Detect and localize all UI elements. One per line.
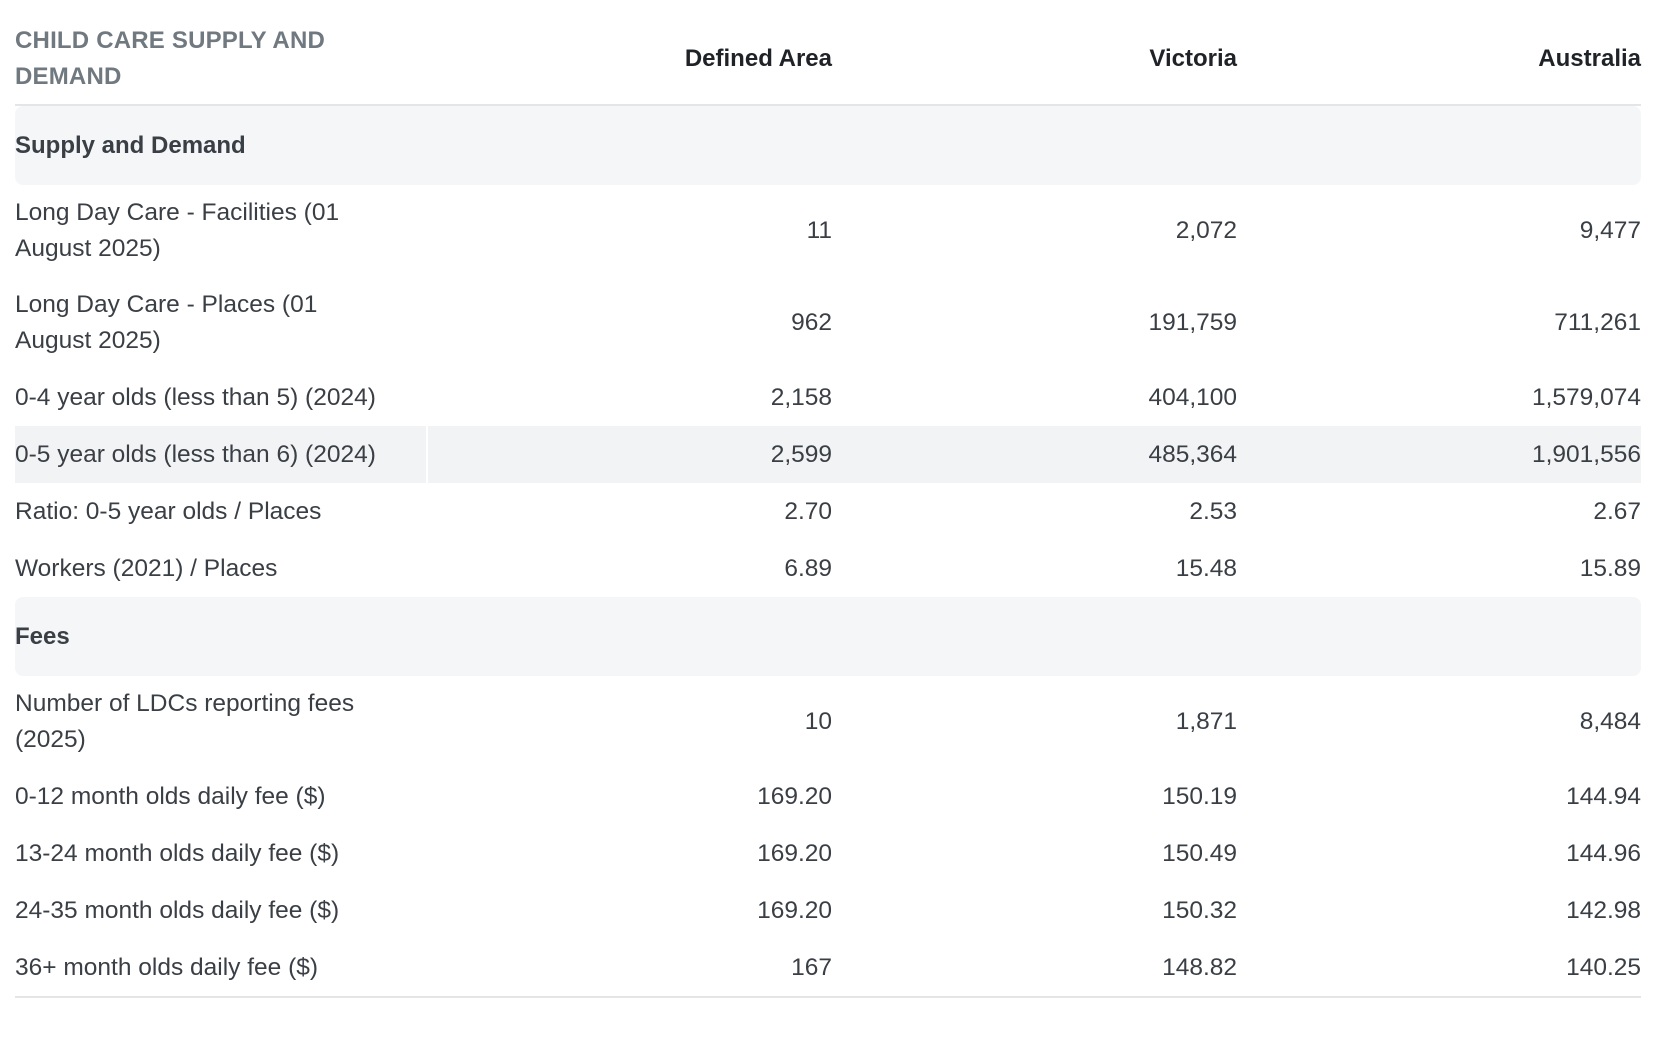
table-header-row: CHILD CARE SUPPLY AND DEMAND Defined Are…	[15, 14, 1641, 106]
table-row: 24-35 month olds daily fee ($) 169.20 15…	[15, 882, 1641, 939]
table-row: 36+ month olds daily fee ($) 167 148.82 …	[15, 939, 1641, 996]
section-header-supply-demand: Supply and Demand	[15, 105, 1641, 185]
cell-australia: 144.96	[1566, 839, 1641, 867]
table-row-hovered: 0-5 year olds (less than 6) (2024) 2,599…	[15, 426, 1641, 483]
row-label: 36+ month olds daily fee ($)	[15, 953, 319, 981]
cell-australia: 2.67	[1593, 497, 1641, 525]
cell-defined-area: 2.70	[784, 497, 832, 525]
cell-australia: 1,579,074	[1532, 383, 1641, 411]
cell-defined-area: 169.20	[757, 839, 832, 867]
cell-defined-area: 6.89	[784, 554, 832, 582]
table-row: Ratio: 0-5 year olds / Places 2.70 2.53 …	[15, 483, 1641, 540]
table-row: 0-12 month olds daily fee ($) 169.20 150…	[15, 768, 1641, 825]
cell-victoria: 191,759	[1148, 309, 1237, 336]
cell-defined-area: 169.20	[757, 896, 832, 924]
row-label: 0-4 year olds (less than 5) (2024)	[15, 383, 376, 411]
table-title: CHILD CARE SUPPLY AND DEMAND	[15, 14, 427, 106]
cell-australia: 15.89	[1579, 554, 1641, 582]
cell-victoria: 150.49	[1162, 839, 1237, 867]
table-row: Workers (2021) / Places 6.89 15.48 15.89	[15, 540, 1641, 597]
row-label: Workers (2021) / Places	[15, 554, 278, 582]
table-row: 13-24 month olds daily fee ($) 169.20 15…	[15, 825, 1641, 882]
cell-australia: 144.94	[1566, 782, 1641, 810]
cell-defined-area: 2,158	[770, 383, 832, 411]
cell-victoria: 2,072	[1175, 217, 1237, 244]
cell-defined-area: 962	[791, 309, 832, 336]
cell-defined-area: 169.20	[757, 782, 832, 810]
row-label: Long Day Care - Facilities (01 August 20…	[15, 199, 340, 262]
row-label: 24-35 month olds daily fee ($)	[15, 896, 340, 924]
cell-victoria: 148.82	[1162, 953, 1237, 981]
cell-victoria: 15.48	[1175, 554, 1237, 582]
cell-defined-area: 10	[804, 708, 832, 735]
table-row: 0-4 year olds (less than 5) (2024) 2,158…	[15, 369, 1641, 426]
cell-australia: 711,261	[1554, 309, 1641, 336]
section-header-fees: Fees	[15, 597, 1641, 676]
row-label: 0-12 month olds daily fee ($)	[15, 782, 326, 810]
cell-australia: 1,901,556	[1237, 426, 1641, 483]
cell-victoria: 2.53	[1189, 497, 1237, 525]
column-header-victoria[interactable]: Victoria	[832, 14, 1237, 106]
table-row: Number of LDCs reporting fees (2025) 10 …	[15, 676, 1641, 768]
cell-defined-area: 11	[806, 217, 832, 244]
table-row: Long Day Care - Places (01 August 2025) …	[15, 277, 1641, 369]
column-header-australia[interactable]: Australia	[1237, 14, 1641, 106]
row-label: 0-5 year olds (less than 6) (2024)	[15, 426, 428, 483]
row-label: 13-24 month olds daily fee ($)	[15, 839, 340, 867]
cell-australia: 8,484	[1579, 708, 1641, 735]
row-label: Ratio: 0-5 year olds / Places	[15, 497, 322, 525]
row-label: Long Day Care - Places (01 August 2025)	[15, 291, 318, 354]
cell-victoria: 485,364	[832, 426, 1237, 483]
cell-victoria: 150.19	[1162, 782, 1237, 810]
child-care-table-container: CHILD CARE SUPPLY AND DEMAND Defined Are…	[15, 14, 1641, 998]
cell-victoria: 404,100	[1148, 383, 1237, 411]
section-title: Supply and Demand	[15, 106, 1641, 185]
column-header-defined-area[interactable]: Defined Area	[427, 14, 832, 106]
table-bottom-border	[15, 995, 1641, 998]
cell-victoria: 1,871	[1175, 708, 1237, 735]
cell-australia: 9,477	[1579, 217, 1641, 244]
table-row: Long Day Care - Facilities (01 August 20…	[15, 185, 1641, 277]
row-label: Number of LDCs reporting fees (2025)	[15, 690, 355, 753]
cell-defined-area: 2,599	[427, 426, 832, 483]
cell-victoria: 150.32	[1162, 896, 1237, 924]
cell-defined-area: 167	[791, 953, 832, 981]
cell-australia: 142.98	[1566, 896, 1641, 924]
child-care-supply-demand-table: CHILD CARE SUPPLY AND DEMAND Defined Are…	[15, 14, 1641, 998]
section-title: Fees	[15, 597, 1641, 676]
cell-australia: 140.25	[1566, 953, 1641, 981]
